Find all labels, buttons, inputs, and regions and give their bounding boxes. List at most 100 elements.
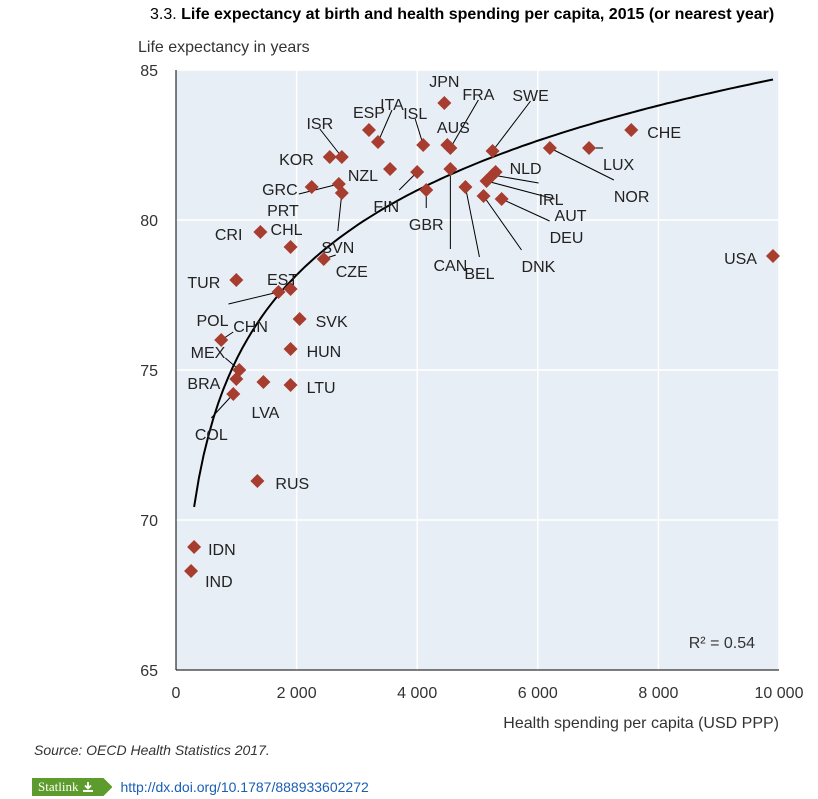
data-point-tur: [229, 273, 244, 287]
data-point-fin: [410, 165, 425, 179]
trend-curve: [193, 78, 774, 508]
data-point-rus: [250, 474, 265, 488]
point-label-esp: ESP: [353, 105, 385, 122]
y-tick-label: 80: [140, 213, 158, 230]
point-label-hun: HUN: [307, 344, 342, 361]
point-label-cze: CZE: [336, 264, 368, 281]
data-point-kor: [322, 150, 337, 164]
point-label-lux: LUX: [603, 157, 634, 174]
download-icon: [82, 781, 94, 793]
statlink-url[interactable]: http://dx.doi.org/10.1787/888933602272: [120, 779, 369, 795]
data-point-lux: [582, 141, 597, 155]
point-label-pol: POL: [196, 313, 228, 330]
y-tick-label: 70: [140, 513, 158, 530]
data-point-usa: [765, 249, 780, 263]
y-axis-title: Life expectancy in years: [138, 39, 310, 56]
leader-line: [298, 183, 339, 195]
leader-line: [492, 174, 539, 184]
point-label-isr: ISR: [306, 116, 333, 133]
point-label-lva: LVA: [251, 405, 279, 422]
point-label-jpn: JPN: [429, 74, 459, 91]
point-label-cri: CRI: [215, 227, 243, 244]
statlink-row: Statlink http://dx.doi.org/10.1787/88893…: [32, 777, 369, 797]
data-point-cri: [253, 225, 268, 239]
leader-line: [549, 147, 615, 181]
point-label-tur: TUR: [187, 275, 220, 292]
point-label-ind: IND: [205, 574, 233, 591]
point-label-nzl: NZL: [348, 168, 378, 185]
leader-line: [492, 100, 531, 152]
point-label-nor: NOR: [614, 189, 650, 206]
point-label-usa: USA: [724, 251, 757, 268]
data-point-hun: [283, 342, 298, 356]
data-point-ita: [371, 135, 386, 149]
data-point-swe: [485, 144, 500, 158]
leader-line: [483, 195, 522, 251]
data-point-ltu: [283, 378, 298, 392]
x-tick-label: 2 000: [277, 685, 317, 702]
data-point-chl: [283, 240, 298, 254]
point-label-idn: IDN: [208, 542, 236, 559]
data-point-pol: [271, 285, 286, 299]
data-point-deu: [494, 192, 509, 206]
point-label-nld: NLD: [510, 161, 542, 178]
figure-number: 3.3.: [150, 6, 177, 23]
x-tick-label: 6 000: [518, 685, 558, 702]
point-label-deu: DEU: [550, 230, 584, 247]
leader-line: [210, 393, 234, 419]
data-point-isr: [334, 150, 349, 164]
data-point-col: [226, 387, 241, 401]
data-point-grc: [304, 180, 319, 194]
point-label-swe: SWE: [512, 88, 548, 105]
point-label-can: CAN: [433, 258, 467, 275]
point-label-kor: KOR: [279, 152, 314, 169]
point-label-fin: FIN: [373, 199, 399, 216]
point-label-ltu: LTU: [307, 380, 336, 397]
leader-line: [377, 109, 393, 143]
x-axis-title: Health spending per capita (USD PPP): [503, 715, 779, 732]
data-point-che: [624, 123, 639, 137]
point-label-che: CHE: [647, 125, 681, 142]
leader-line: [449, 99, 479, 149]
x-tick-label: 8 000: [638, 685, 678, 702]
data-point-dnk: [476, 189, 491, 203]
point-label-dnk: DNK: [522, 259, 556, 276]
point-label-ita: ITA: [380, 97, 404, 114]
data-point-lva: [256, 375, 271, 389]
y-tick-label: 75: [140, 363, 158, 380]
x-tick-label: 0: [172, 685, 181, 702]
leader-line: [228, 291, 279, 305]
point-label-mex: MEX: [191, 345, 226, 362]
point-label-bel: BEL: [464, 266, 494, 283]
point-label-irl: IRL: [539, 192, 564, 209]
point-label-rus: RUS: [275, 476, 309, 493]
point-label-aus: AUS: [437, 120, 470, 137]
data-point-bra: [229, 372, 244, 386]
leader-line: [464, 186, 480, 258]
point-label-chl: CHL: [271, 222, 303, 239]
x-tick-label: 4 000: [397, 685, 437, 702]
point-label-fra: FRA: [462, 87, 494, 104]
data-point-nor: [542, 141, 557, 155]
y-tick-label: 65: [140, 663, 158, 680]
data-point-aut: [479, 174, 494, 188]
point-label-aut: AUT: [555, 208, 587, 225]
statlink-badge[interactable]: Statlink: [32, 778, 112, 796]
data-point-chn: [214, 333, 229, 347]
scatter-chart: 65 70 75 80 85 0 2 000 4 000 6 000 8 000 10 000 Lif…: [138, 39, 804, 732]
point-label-chn: CHN: [233, 319, 268, 336]
data-point-gbr: [419, 183, 434, 197]
figure-title: 3.3. Life expectancy at birth and health…: [150, 6, 774, 24]
x-tick-label: 10 000: [755, 685, 804, 702]
r-squared-label: R² = 0.54: [689, 635, 755, 652]
source-note: Source: OECD Health Statistics 2017.: [34, 742, 270, 758]
point-label-bra: BRA: [187, 376, 220, 393]
point-label-est: EST: [267, 272, 298, 289]
data-point-bel: [458, 180, 473, 194]
data-point-aus: [440, 138, 455, 152]
point-label-svk: SVK: [316, 314, 348, 331]
data-point-cze: [316, 252, 331, 266]
statlink-label: Statlink: [38, 779, 79, 794]
point-label-svn: SVN: [321, 240, 354, 257]
point-label-col: COL: [195, 427, 228, 444]
